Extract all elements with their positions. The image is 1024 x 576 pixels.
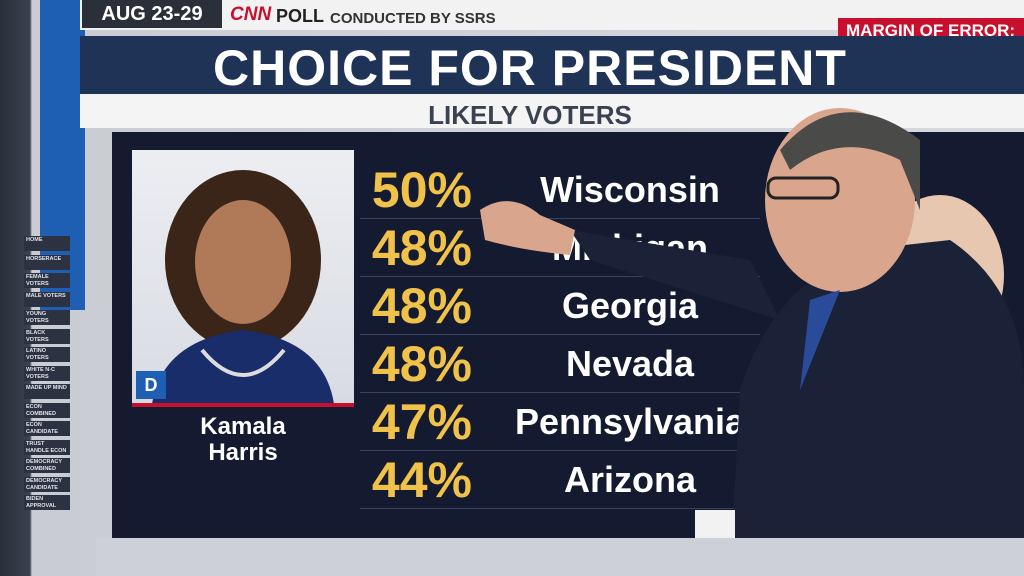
glasses [766, 176, 840, 200]
state: Arizona [563, 459, 696, 500]
screen-frame [96, 538, 1024, 576]
menu-item: DEMOCRACY COMBINED [24, 458, 70, 473]
presenter [480, 108, 1024, 576]
menu-item: FEMALE VOTERS [24, 273, 70, 288]
candidate-photo [132, 150, 354, 404]
menu-item: MALE VOTERS [24, 291, 70, 307]
percent: 48% [371, 278, 472, 334]
state: Nevada [565, 343, 695, 384]
state: Pennsylvania [514, 401, 746, 442]
percent: 44% [371, 452, 472, 508]
result-row: 44% Arizona [360, 452, 760, 509]
menu-item: TRUST HANDLE ECON [24, 439, 70, 455]
title-bar [80, 36, 1024, 94]
menu-item: WHITE N-C VOTERS [24, 365, 70, 381]
portrait [152, 170, 334, 404]
subtitle: LIKELY VOTERS [428, 100, 632, 130]
tie [800, 290, 840, 390]
result-row: 48% Georgia [360, 278, 760, 335]
party-line [132, 403, 354, 407]
menu-item: HORSERACE [24, 254, 70, 270]
pollster: CONDUCTED BY SSRS [330, 10, 496, 27]
face [195, 200, 291, 324]
result-row: 48% Nevada [360, 336, 760, 393]
state: Wisconsin [540, 169, 720, 210]
title: CHOICE FOR PRESIDENT [213, 40, 847, 96]
percent: 48% [371, 336, 472, 392]
menu-item: HOME [24, 236, 70, 251]
menu-item: ECON CANDIDATE [24, 421, 70, 436]
menu-item: BIDEN APPROVAL [24, 495, 70, 510]
menu-item: ECON COMBINED [24, 402, 70, 418]
candidate-name: Kamala Harris [200, 413, 286, 466]
menu-item: MADE UP MIND [24, 384, 70, 399]
result-row: 50% Wisconsin [360, 162, 760, 219]
necklace [200, 348, 286, 377]
hair [780, 112, 920, 210]
menu-item: YOUNG VOTERS [24, 310, 70, 325]
jacket [152, 330, 334, 404]
network-logo: CNN [230, 4, 272, 25]
poll-label: POLL [276, 6, 324, 26]
arm [570, 230, 780, 320]
state: Georgia [561, 285, 699, 326]
poll-date: AUG 23-29 [82, 0, 222, 28]
hand [480, 201, 575, 255]
menu-item: BLACK VOTERS [24, 328, 70, 344]
menu: HOME HORSERACE FEMALE VOTERS MALE VOTERS YOU… [24, 236, 76, 514]
percent: 47% [371, 394, 472, 450]
suit [730, 240, 1024, 576]
menu-item: DEMOCRACY CANDIDATE [24, 476, 70, 492]
menu-item: LATINO VOTERS [24, 347, 70, 362]
party-badge: D [136, 371, 166, 399]
percent: 48% [371, 220, 472, 276]
result-row: 47% Pennsylvania [360, 394, 760, 451]
percent: 50% [371, 162, 472, 218]
